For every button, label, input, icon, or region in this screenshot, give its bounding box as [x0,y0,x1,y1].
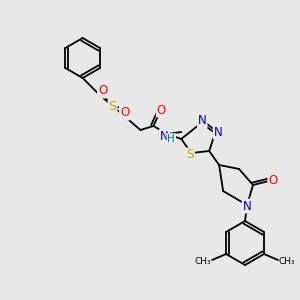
Text: H: H [167,134,175,144]
Text: N: N [160,130,169,142]
Text: O: O [120,106,129,119]
Text: CH₃: CH₃ [279,256,296,266]
Text: S: S [109,100,117,112]
Text: O: O [157,103,166,116]
Text: O: O [268,173,278,187]
Text: N: N [243,200,251,212]
Text: O: O [98,85,107,98]
Text: N: N [198,115,207,128]
Text: S: S [187,148,194,161]
Text: N: N [214,125,223,139]
Text: CH₃: CH₃ [194,256,211,266]
